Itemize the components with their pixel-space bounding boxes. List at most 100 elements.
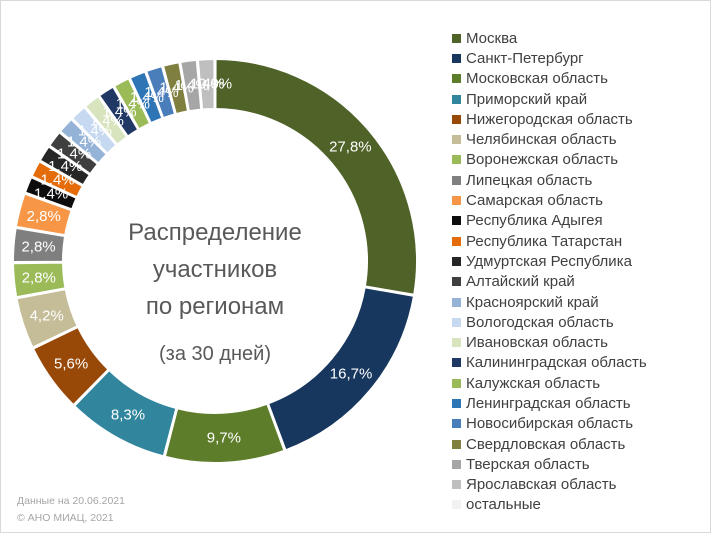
legend-item: Воронежская область	[452, 150, 647, 170]
data-label-3: 8,3%	[111, 407, 145, 424]
legend-swatch	[452, 256, 461, 266]
legend-label: Республика Татарстан	[466, 232, 623, 250]
data-label-8: 2,8%	[27, 208, 61, 225]
legend-label: Вологодская область	[466, 313, 614, 331]
data-label-23: 0,0%	[198, 76, 232, 93]
legend-swatch	[452, 317, 461, 327]
data-label-9: 1,4%	[34, 186, 68, 203]
slice-2	[163, 402, 286, 464]
data-label-20: 1,4%	[159, 80, 193, 97]
legend: Москва Санкт-Петербург Московская область П…	[452, 28, 647, 515]
data-label-15: 1,4%	[90, 112, 124, 129]
data-label-11: 1,4%	[48, 158, 82, 175]
legend-swatch	[452, 378, 461, 388]
data-label-14: 1,4%	[78, 122, 112, 139]
legend-swatch	[452, 480, 461, 490]
data-label-21: 1,4%	[175, 77, 209, 94]
legend-item: Ярославская область	[452, 475, 647, 495]
data-label-18: 1,4%	[130, 89, 164, 106]
legend-swatch	[452, 338, 461, 348]
legend-item: Тверская область	[452, 454, 647, 474]
legend-swatch	[452, 74, 461, 84]
chart-title-line-1: Распределение	[128, 219, 302, 246]
legend-swatch	[452, 135, 461, 145]
legend-label: Новосибирская область	[466, 415, 634, 433]
chart-title-line-2: участников	[152, 256, 278, 283]
legend-item: Вологодская область	[452, 312, 647, 332]
legend-label: Тверская область	[466, 455, 590, 473]
legend-swatch	[452, 500, 461, 510]
legend-label: Республика Адыгея	[466, 212, 603, 230]
data-label-1: 16,7%	[330, 366, 373, 383]
legend-item: Республика Татарстан	[452, 231, 647, 251]
data-label-0: 27,8%	[329, 138, 372, 155]
legend-label: Калининградская область	[466, 354, 647, 372]
data-label-12: 1,4%	[57, 145, 91, 162]
donut-slices	[12, 57, 418, 464]
legend-label: Нижегородская область	[466, 110, 633, 128]
legend-label: Воронежская область	[466, 151, 619, 169]
legend-swatch	[452, 398, 461, 408]
legend-swatch	[452, 459, 461, 469]
legend-item: Красноярский край	[452, 292, 647, 312]
slice-22	[196, 57, 216, 111]
data-label-6: 2,8%	[22, 269, 56, 286]
chart-subtitle: (за 30 дней)	[159, 343, 271, 365]
legend-label: Свердловская область	[466, 435, 626, 453]
legend-item: Липецкая область	[452, 170, 647, 190]
legend-label: Красноярский край	[466, 293, 599, 311]
data-label-10: 1,4%	[40, 172, 74, 189]
legend-label: Ленинградская область	[466, 394, 631, 412]
legend-item: Алтайский край	[452, 272, 647, 292]
chart-title-line-3: по регионам	[145, 293, 285, 320]
legend-item: Приморский край	[452, 89, 647, 109]
data-label-4: 5,6%	[54, 356, 88, 373]
data-labels: 27,8% 16,7% 9,7% 8,3% 5,6% 4,2% 2,8% 2,8% 2,8% 1,…	[21, 76, 372, 447]
legend-item: Удмуртская Республика	[452, 251, 647, 271]
legend-swatch	[452, 236, 461, 246]
legend-item: Нижегородская область	[452, 109, 647, 129]
slice-1	[266, 286, 416, 452]
legend-swatch	[452, 94, 461, 104]
legend-label: Челябинская область	[466, 131, 617, 149]
legend-label: Алтайский край	[466, 273, 575, 291]
legend-swatch	[452, 297, 461, 307]
legend-swatch	[452, 277, 461, 287]
legend-label: Липецкая область	[466, 171, 593, 189]
legend-label: остальные	[466, 496, 541, 514]
legend-item: Ивановская область	[452, 332, 647, 352]
legend-label: Удмуртская Республика	[466, 252, 632, 270]
data-label-22: 1,4%	[190, 76, 224, 93]
legend-item: Санкт-Петербург	[452, 48, 647, 68]
data-label-7: 2,8%	[21, 238, 55, 255]
legend-swatch	[452, 196, 461, 206]
legend-swatch	[452, 358, 461, 368]
data-label-5: 4,2%	[30, 307, 64, 324]
legend-label: Московская область	[466, 70, 608, 88]
legend-item: Московская область	[452, 69, 647, 89]
legend-item: Самарская область	[452, 190, 647, 210]
legend-item: остальные	[452, 495, 647, 515]
data-label-19: 1,4%	[144, 84, 178, 101]
legend-label: Калужская область	[466, 374, 601, 392]
legend-label: Москва	[466, 29, 518, 47]
legend-item: Калужская область	[452, 373, 647, 393]
slice-3	[72, 368, 178, 458]
legend-item: Республика Адыгея	[452, 211, 647, 231]
legend-label: Ивановская область	[466, 334, 608, 352]
slice-0	[214, 57, 418, 296]
legend-label: Ярославская область	[466, 476, 617, 494]
legend-swatch	[452, 175, 461, 185]
legend-item: Новосибирская область	[452, 414, 647, 434]
footer-copyright: © АНО МИАЦ, 2021	[17, 512, 114, 524]
legend-label: Самарская область	[466, 192, 603, 210]
legend-item: Калининградская область	[452, 353, 647, 373]
legend-label: Приморский край	[466, 90, 588, 108]
legend-label: Санкт-Петербург	[466, 49, 584, 67]
legend-swatch	[452, 419, 461, 429]
data-label-13: 1,4%	[67, 133, 101, 150]
slice-5	[15, 287, 80, 349]
legend-swatch	[452, 53, 461, 63]
footer-date: Данные на 20.06.2021	[17, 495, 125, 507]
